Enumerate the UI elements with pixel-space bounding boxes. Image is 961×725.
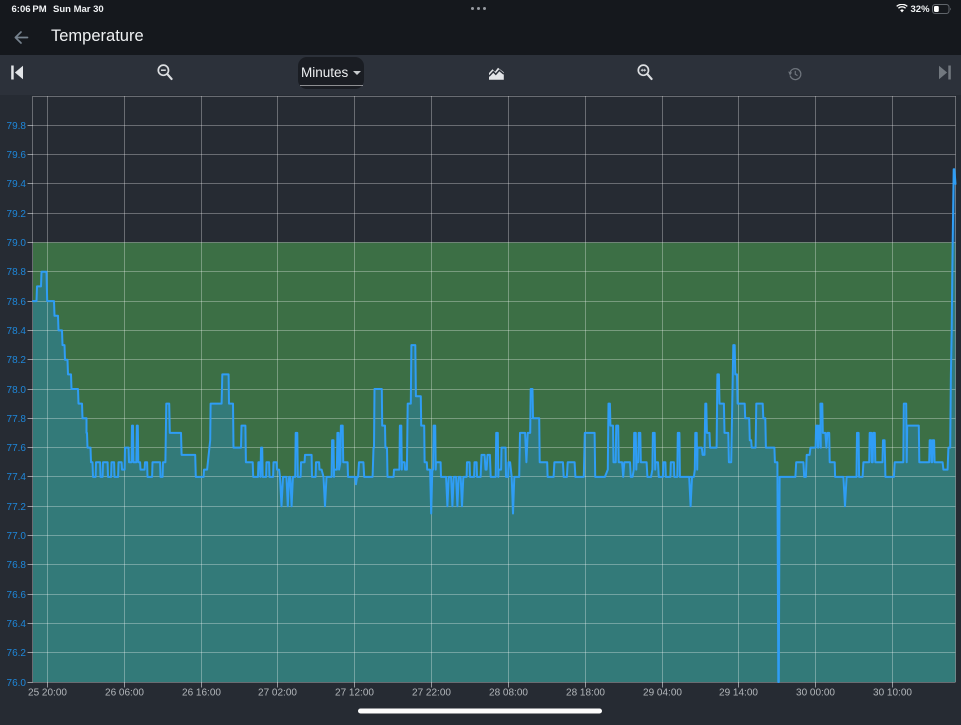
svg-text:78.6: 78.6 xyxy=(7,297,27,308)
svg-text:76.8: 76.8 xyxy=(7,560,27,571)
svg-text:29 14:00: 29 14:00 xyxy=(719,688,758,699)
svg-text:77.8: 77.8 xyxy=(7,414,27,425)
svg-text:26 06:00: 26 06:00 xyxy=(105,688,144,699)
svg-text:77.0: 77.0 xyxy=(7,531,27,542)
svg-text:79.2: 79.2 xyxy=(7,209,27,220)
svg-text:79.6: 79.6 xyxy=(7,150,27,161)
svg-text:78.8: 78.8 xyxy=(7,267,27,278)
svg-text:77.6: 77.6 xyxy=(7,443,27,454)
svg-text:29 04:00: 29 04:00 xyxy=(643,688,682,699)
svg-text:79.8: 79.8 xyxy=(7,121,27,132)
svg-text:77.2: 77.2 xyxy=(7,502,27,513)
svg-text:76.2: 76.2 xyxy=(7,648,27,659)
svg-text:27 22:00: 27 22:00 xyxy=(412,688,451,699)
svg-text:30 00:00: 30 00:00 xyxy=(796,688,835,699)
svg-text:27 02:00: 27 02:00 xyxy=(258,688,297,699)
svg-text:28 18:00: 28 18:00 xyxy=(566,688,605,699)
svg-text:26 16:00: 26 16:00 xyxy=(182,688,221,699)
svg-text:77.4: 77.4 xyxy=(7,472,27,483)
svg-text:27 12:00: 27 12:00 xyxy=(335,688,374,699)
svg-text:78.2: 78.2 xyxy=(7,355,27,366)
svg-text:79.4: 79.4 xyxy=(7,179,27,190)
svg-text:28 08:00: 28 08:00 xyxy=(489,688,528,699)
svg-text:79.0: 79.0 xyxy=(7,238,27,249)
svg-text:76.6: 76.6 xyxy=(7,590,27,601)
svg-text:30 10:00: 30 10:00 xyxy=(873,688,912,699)
svg-text:76.4: 76.4 xyxy=(7,619,27,630)
svg-text:78.0: 78.0 xyxy=(7,385,27,396)
svg-text:25 20:00: 25 20:00 xyxy=(28,688,67,699)
svg-text:76.0: 76.0 xyxy=(7,678,27,689)
svg-text:78.4: 78.4 xyxy=(7,326,27,337)
